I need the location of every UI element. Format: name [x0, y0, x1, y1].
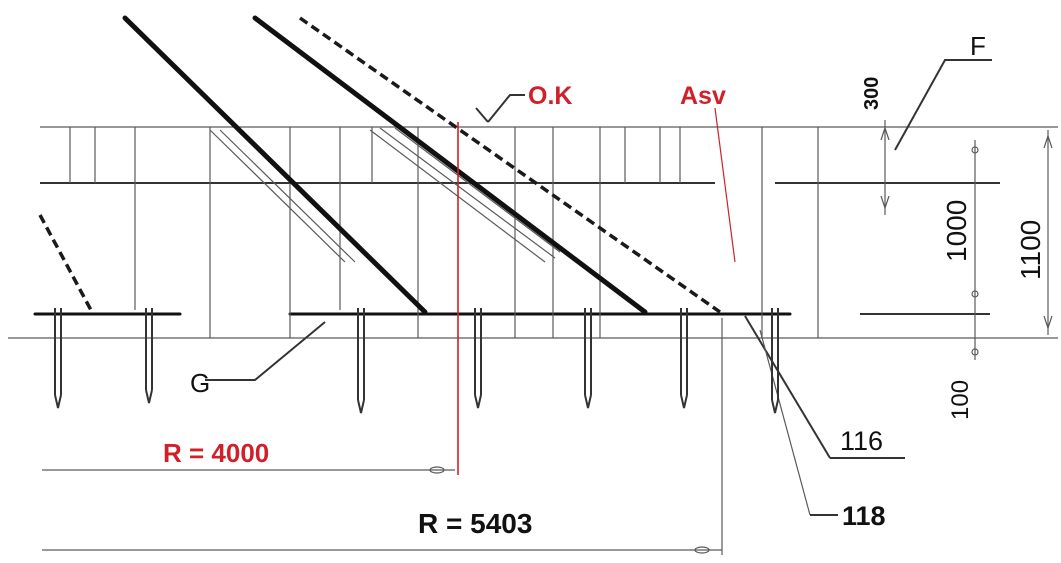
leaders [205, 59, 992, 516]
dim-1100-arrow [1043, 134, 1053, 149]
dim-tick [971, 290, 979, 298]
pile [474, 308, 482, 409]
g-label: G [190, 368, 210, 398]
radius-dimensions [42, 318, 723, 555]
guide-line [394, 127, 561, 253]
guide-line-116 [744, 315, 831, 459]
f-leader [894, 59, 992, 151]
guide-line [379, 127, 556, 259]
dim-1100-arrow [1043, 315, 1053, 330]
guide-line-118 [759, 329, 811, 516]
diagonal-line [122, 15, 428, 315]
guide-line [209, 129, 346, 263]
ok-label: O.K [528, 82, 572, 110]
g-leader [205, 321, 326, 381]
dim-300-arrow [880, 195, 890, 210]
dim-1000-label: 1000 [941, 200, 972, 262]
guide-line [219, 129, 356, 263]
pile [584, 308, 592, 409]
ok-leader [487, 94, 525, 123]
pile [771, 308, 779, 414]
pile-markers [54, 308, 779, 414]
pile [54, 308, 62, 409]
horizontal-reference-lines [8, 126, 1058, 339]
pile [680, 308, 688, 409]
f-label: F [970, 31, 986, 61]
vertical-dimensions [880, 120, 1053, 360]
dim-tick [971, 348, 979, 356]
r5403-dim-end [694, 546, 710, 554]
pile [145, 308, 153, 404]
dim-tick [971, 146, 979, 154]
left-short-diagonal [38, 214, 94, 313]
vertical-construction-lines [69, 127, 819, 338]
r5403-label: R = 5403 [418, 508, 532, 539]
ref-118-label: 118 [842, 501, 886, 531]
pile [357, 308, 365, 414]
dim-100-label: 100 [947, 380, 974, 420]
sloped-guide-lines [209, 127, 831, 516]
r4000-dim-end [429, 466, 445, 474]
ref-116-label: 116 [840, 426, 883, 456]
diagonal-line [252, 15, 648, 315]
ok-tick [475, 107, 489, 123]
dim-300-label: 300 [861, 77, 883, 110]
asv-label: Asv [680, 82, 726, 110]
dim-1100-label: 1100 [1015, 220, 1046, 280]
diagonal-chain-line [298, 16, 722, 314]
asv-pointer-line [714, 107, 736, 263]
r4000-label: R = 4000 [163, 438, 269, 468]
dim-300-arrow [880, 126, 890, 141]
heavy-diagonals [38, 15, 722, 315]
